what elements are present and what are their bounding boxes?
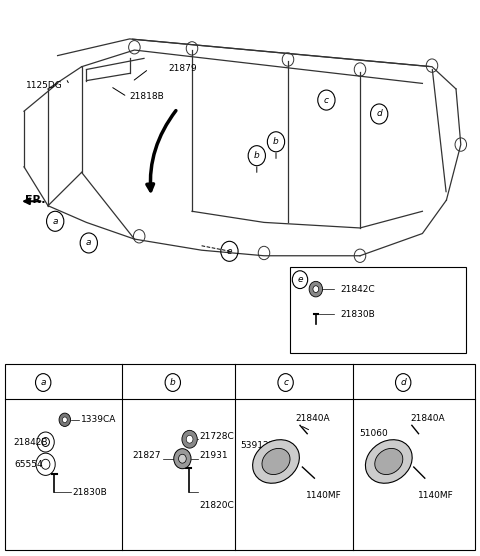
Circle shape [182,430,197,448]
Text: b: b [254,151,260,160]
Text: 65554: 65554 [14,460,43,469]
Text: d: d [400,378,406,387]
Text: 21842C: 21842C [341,285,375,294]
Text: a: a [86,239,92,247]
Ellipse shape [262,448,290,475]
Text: 53912B: 53912B [240,441,275,450]
Ellipse shape [375,448,403,475]
Text: 21840A: 21840A [410,414,445,423]
Circle shape [313,286,319,292]
Circle shape [59,413,71,426]
Text: a: a [52,217,58,226]
Text: 1140MF: 1140MF [418,492,453,500]
Text: 1339CA: 1339CA [81,415,116,424]
Circle shape [309,281,323,297]
Text: 21830B: 21830B [72,488,107,497]
Bar [5,364,475,550]
Text: b: b [273,137,279,146]
Text: 51060: 51060 [359,429,388,438]
Text: c: c [324,96,329,105]
Text: 21827: 21827 [132,451,160,460]
Ellipse shape [365,440,412,483]
Text: 21830B: 21830B [341,310,375,319]
Text: e: e [227,247,232,256]
Text: 1140MF: 1140MF [306,492,342,500]
Text: 1125DG: 1125DG [26,81,63,90]
Text: 21931: 21931 [199,451,228,460]
Text: 21840A: 21840A [295,414,330,423]
Ellipse shape [252,440,300,483]
Circle shape [179,454,186,463]
Text: b: b [170,378,176,387]
Circle shape [174,449,191,469]
Text: a: a [40,378,46,387]
Text: 21820C: 21820C [199,502,234,510]
Bar [290,267,466,353]
Circle shape [62,417,67,423]
Circle shape [186,435,193,443]
Text: c: c [283,378,288,387]
Text: 21879: 21879 [168,64,197,73]
Text: e: e [297,275,303,284]
Text: 21728C: 21728C [199,432,234,441]
Text: d: d [376,110,382,118]
Text: 21818B: 21818B [130,92,164,101]
Text: FR.: FR. [25,195,46,205]
Text: 21842B: 21842B [13,438,48,446]
